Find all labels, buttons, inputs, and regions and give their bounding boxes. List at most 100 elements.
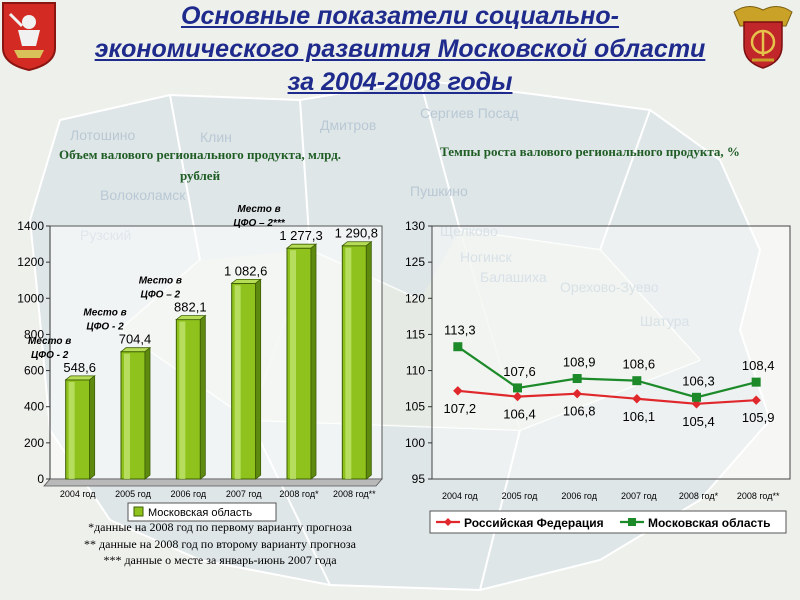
y-tick-label: 115 xyxy=(406,327,425,341)
mo-value-label: 108,4 xyxy=(742,358,775,373)
bar-side xyxy=(310,243,317,480)
rf-point xyxy=(572,388,582,399)
x-tick-label: 2006 год xyxy=(561,491,597,501)
rf-value-label: 106,1 xyxy=(623,409,656,424)
bar-value-label: 1 277,3 xyxy=(279,228,322,243)
right-chart-title: Темпы роста валового регионального проду… xyxy=(440,144,740,159)
map-label: Лотошино xyxy=(70,127,135,143)
y-tick-label: 600 xyxy=(24,364,44,378)
rf-point xyxy=(453,386,463,396)
x-tick-label: 2008 год** xyxy=(737,491,780,501)
mo-point xyxy=(572,374,582,384)
rank-annotation: Место в xyxy=(139,276,182,287)
fsb-emblem-icon xyxy=(733,6,793,69)
bar-side xyxy=(365,240,372,480)
mo-value-label: 108,6 xyxy=(623,357,656,372)
map-label: Балашиха xyxy=(480,269,547,285)
rank-annotation: ЦФО - 2 xyxy=(31,350,69,361)
y-tick-label: 125 xyxy=(405,255,425,269)
x-tick-label: 2008 год* xyxy=(679,491,719,501)
bar-value-label: 882,1 xyxy=(174,300,207,315)
rf-point xyxy=(751,395,761,405)
x-tick-label: 2008 год* xyxy=(279,489,319,499)
bar-value-label: 1 290,8 xyxy=(335,226,378,241)
y-tick-label: 1000 xyxy=(17,291,44,305)
map-label: Пушкино xyxy=(410,183,468,199)
y-tick-label: 800 xyxy=(24,327,44,341)
x-tick-label: 2004 год xyxy=(60,489,96,499)
rf-point xyxy=(512,391,523,402)
map-label: Шатура xyxy=(640,313,690,329)
left-chart-title: Объем валового регионального продукта, м… xyxy=(58,147,342,183)
y-tick-label: 1400 xyxy=(17,219,44,233)
moscow-oblast-coat-of-arms-icon xyxy=(2,2,56,72)
bar-highlight xyxy=(68,381,75,479)
bar-chart-floor xyxy=(43,478,383,487)
map-label: Волоколамск xyxy=(100,187,186,203)
line-plot-area xyxy=(431,225,791,480)
rf-point xyxy=(632,394,642,404)
bar-legend-swatch xyxy=(133,506,144,517)
rf-value-label: 105,9 xyxy=(742,410,775,425)
mo-point xyxy=(632,376,642,386)
footnotes: *данные на 2008 год по первому варианту … xyxy=(50,519,390,569)
map-label: Орехово-Зуево xyxy=(560,279,659,295)
bar-side xyxy=(144,346,151,480)
bar-plot-area xyxy=(49,225,383,480)
bar-side xyxy=(89,375,96,480)
rank-annotation: Место в xyxy=(83,308,126,319)
footnote-1: *данные на 2008 год по первому варианту … xyxy=(88,520,352,534)
mo-legend-marker xyxy=(628,518,636,526)
rf-legend-label: Российская Федерация xyxy=(464,516,604,530)
x-tick-label: 2007 год xyxy=(621,491,657,501)
slide-title: Основные показатели социально-экономичес… xyxy=(94,2,706,96)
map-label: Сергиев Посад xyxy=(420,105,519,121)
rank-annotation: ЦФО – 2*** xyxy=(233,218,285,229)
mo-point xyxy=(513,383,522,393)
map-label: Ногинск xyxy=(460,249,513,265)
line-legend-box xyxy=(429,510,787,534)
mo-value-label: 106,3 xyxy=(682,373,715,388)
mo-series-line xyxy=(457,345,757,399)
y-tick-label: 1200 xyxy=(17,255,44,269)
rf-legend-marker xyxy=(444,518,452,526)
footnote-2: ** данные на 2008 год по второму вариант… xyxy=(84,536,356,551)
rank-annotation: ЦФО – 2 xyxy=(141,290,181,301)
x-tick-label: 2005 год xyxy=(502,491,538,501)
y-tick-label: 200 xyxy=(24,436,44,450)
x-tick-label: 2006 год xyxy=(170,489,206,499)
bar-legend-box xyxy=(127,502,277,522)
rf-value-label: 106,4 xyxy=(503,407,536,422)
y-tick-label: 100 xyxy=(405,436,425,450)
y-tick-label: 130 xyxy=(405,219,425,233)
bar-highlight xyxy=(345,247,352,479)
x-tick-label: 2008 год** xyxy=(333,489,376,499)
y-tick-label: 400 xyxy=(24,400,44,414)
rank-annotation: Место в xyxy=(28,336,71,347)
map-label: Дмитров xyxy=(320,117,376,133)
x-tick-label: 2004 год xyxy=(442,491,478,501)
mo-point xyxy=(453,342,463,352)
bar-value-label: 1 082,6 xyxy=(224,263,267,278)
rf-value-label: 105,4 xyxy=(682,414,715,429)
mo-point xyxy=(751,377,761,387)
bar-highlight xyxy=(290,250,296,479)
bar-value-label: 548,6 xyxy=(63,360,96,375)
rf-value-label: 106,8 xyxy=(563,404,596,419)
y-tick-label: 95 xyxy=(412,472,426,486)
bar-side xyxy=(255,278,262,480)
rf-value-label: 107,2 xyxy=(444,401,477,416)
footnote-3: *** данные о месте за январь-июнь 2007 г… xyxy=(103,553,337,567)
bar-highlight xyxy=(234,285,241,479)
mo-value-label: 113,3 xyxy=(444,323,476,338)
mo-legend-label: Московская область xyxy=(648,516,770,530)
rank-annotation: ЦФО - 2 xyxy=(86,322,124,333)
bar-side xyxy=(199,314,206,480)
rf-series-line xyxy=(457,389,757,405)
y-tick-label: 110 xyxy=(406,364,425,378)
rf-point xyxy=(691,399,702,409)
x-tick-label: 2005 год xyxy=(115,489,151,499)
y-tick-label: 105 xyxy=(405,400,425,414)
